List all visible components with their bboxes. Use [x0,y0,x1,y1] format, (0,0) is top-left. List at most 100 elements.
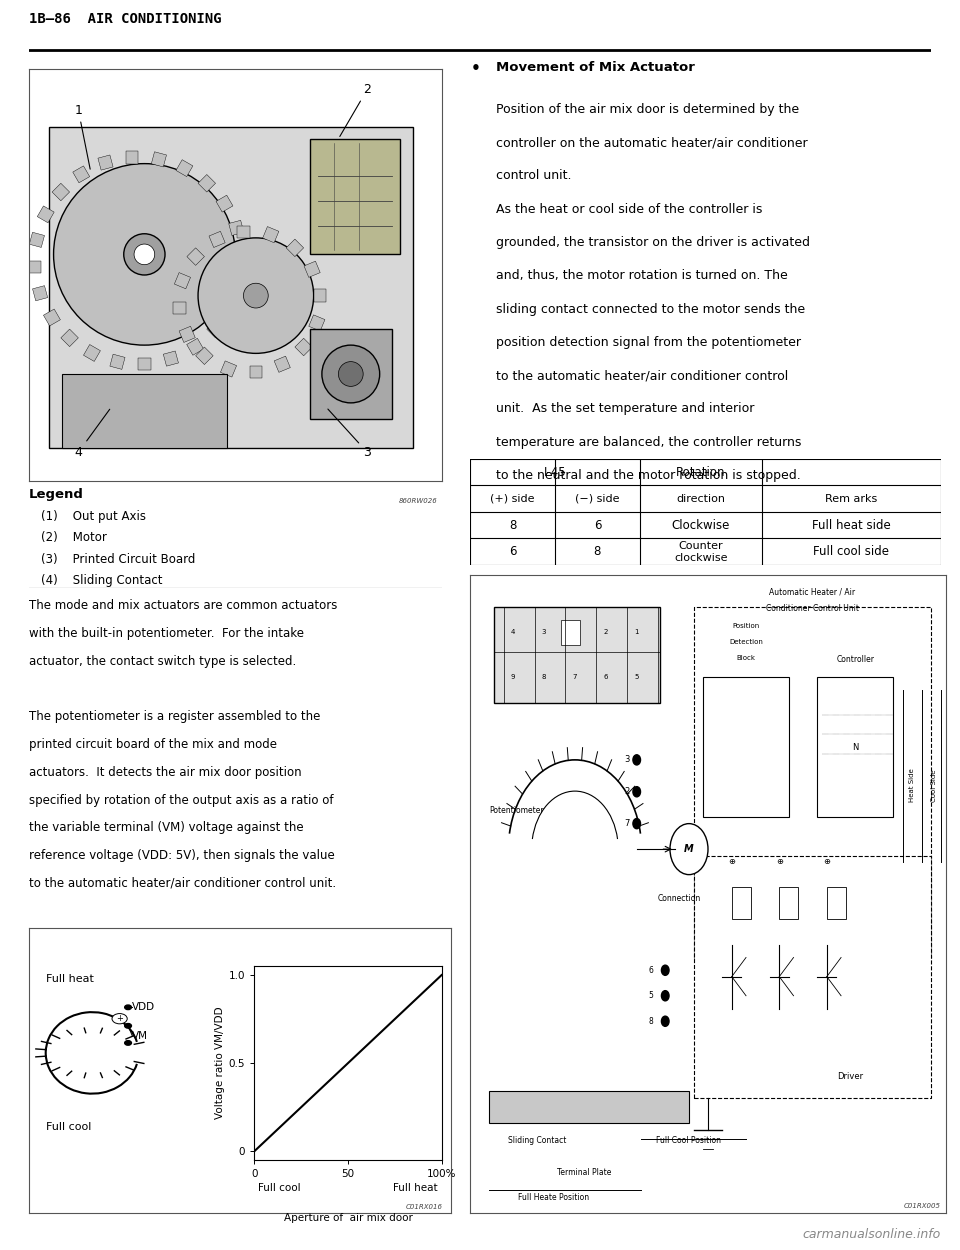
Bar [694,606,931,958]
Text: (1)    Out put Axis: (1) Out put Axis [41,510,146,522]
Text: 3: 3 [625,755,630,764]
Bar [196,348,213,365]
Bar [561,620,580,645]
Text: Movement of Mix Actuator: Movement of Mix Actuator [496,61,695,74]
Circle shape [661,991,669,1001]
Text: (2)    Motor: (2) Motor [41,531,108,544]
Text: unit.  As the set temperature and interior: unit. As the set temperature and interio… [496,402,755,415]
Circle shape [633,755,640,765]
Text: control unit.: control unit. [496,170,572,182]
Circle shape [322,345,379,403]
Text: 6: 6 [509,545,516,559]
Text: to the automatic heater/air conditioner control: to the automatic heater/air conditioner … [496,369,788,382]
Bar [187,248,204,265]
Bar [61,374,227,449]
Circle shape [198,238,314,354]
Text: Connection: Connection [658,894,701,902]
Bar [52,184,69,201]
Text: 2: 2 [604,630,608,635]
Bar [109,354,125,369]
Bar [314,290,326,301]
Text: ⊕: ⊕ [776,858,782,866]
Text: temperature are balanced, the controller returns: temperature are balanced, the controller… [496,436,802,449]
Bar [780,888,799,919]
Bar [694,855,931,1098]
Text: Position: Position [732,622,759,629]
Text: Rem arks: Rem arks [826,494,877,504]
Bar [490,1091,689,1124]
Circle shape [633,786,640,796]
Text: (+) side: (+) side [491,494,535,504]
Bar [209,231,226,248]
Bar [263,226,278,242]
Bar [180,326,195,342]
Text: Full heat: Full heat [46,974,93,984]
Text: 860RW026: 860RW026 [398,498,438,504]
Text: Cool Side: Cool Side [931,769,937,801]
Bar [221,361,236,378]
Bar [304,261,321,278]
Bar [732,888,751,919]
Text: 9: 9 [511,674,516,680]
Text: 2: 2 [625,788,630,796]
Text: 5: 5 [649,991,654,1000]
Text: Full cool: Full cool [46,1122,91,1132]
Bar [222,299,239,315]
Bar [309,315,324,331]
Text: (−) side: (−) side [575,494,619,504]
Text: Full heat: Full heat [394,1182,438,1192]
Text: The potentiometer is a register assembled to the: The potentiometer is a register assemble… [29,710,321,724]
Circle shape [134,244,155,265]
Text: with the built-in potentiometer.  For the intake: with the built-in potentiometer. For the… [29,628,303,640]
Bar [186,339,204,355]
Text: Full cool: Full cool [258,1182,300,1192]
Circle shape [661,965,669,975]
Bar [309,329,392,420]
Text: 1: 1 [74,104,90,169]
Bar [295,339,312,356]
Text: grounded, the transistor on the driver is activated: grounded, the transistor on the driver i… [496,236,810,249]
Text: specified by rotation of the output axis as a ratio of: specified by rotation of the output axis… [29,794,333,806]
Text: actuators.  It detects the air mix door position: actuators. It detects the air mix door p… [29,766,301,779]
Text: (4)    Sliding Contact: (4) Sliding Contact [41,574,162,588]
Bar [704,678,789,818]
Bar [173,301,185,314]
Circle shape [670,824,708,875]
Text: 8: 8 [593,545,601,559]
Bar [176,160,193,176]
Bar [235,249,248,260]
Text: to the automatic heater/air conditioner control unit.: to the automatic heater/air conditioner … [29,876,336,890]
Circle shape [244,284,268,308]
Text: 8: 8 [541,674,546,680]
Text: reference voltage (VDD: 5V), then signals the value: reference voltage (VDD: 5V), then signal… [29,849,334,862]
Text: Driver: Driver [837,1072,864,1081]
Text: Terminal Plate: Terminal Plate [557,1168,612,1177]
Text: 8: 8 [649,1016,654,1026]
Text: the variable terminal (VM) voltage against the: the variable terminal (VM) voltage again… [29,821,303,834]
Bar [286,239,303,256]
Text: 8: 8 [509,519,516,531]
Text: Conditioner Control Unit: Conditioner Control Unit [766,604,859,612]
Circle shape [338,361,363,386]
Bar [33,286,48,301]
Circle shape [125,1005,132,1010]
Text: printed circuit board of the mix and mode: printed circuit board of the mix and mod… [29,739,276,751]
Bar [250,366,262,378]
Text: •: • [470,61,480,76]
Text: actuator, the contact switch type is selected.: actuator, the contact switch type is sel… [29,655,296,668]
Text: Legend: Legend [29,488,84,501]
Text: 3: 3 [328,409,372,459]
Text: 1: 1 [635,630,639,635]
Circle shape [124,234,165,275]
Bar [126,151,138,164]
Bar [138,357,151,370]
Text: 3: 3 [541,630,546,635]
Text: The mode and mix actuators are common actuators: The mode and mix actuators are common ac… [29,600,337,612]
Circle shape [54,164,235,345]
Bar [232,274,247,289]
Text: Potentiometer: Potentiometer [490,806,544,815]
Text: to the neutral and the motor rotation is stopped.: to the neutral and the motor rotation is… [496,469,801,482]
Circle shape [661,1016,669,1026]
Circle shape [125,1024,132,1028]
Text: Controller: Controller [836,655,875,664]
